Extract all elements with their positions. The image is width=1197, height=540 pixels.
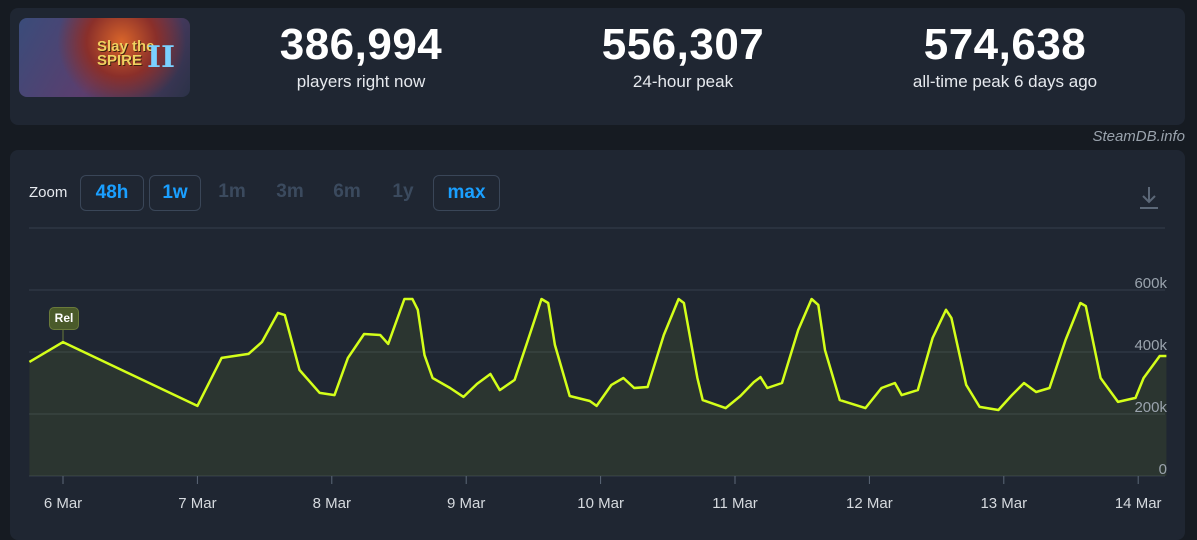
y-tick-label: 0 [1158,461,1167,478]
players-line [28,297,1167,412]
game-logo: Slay the SPIRE [97,38,155,69]
zoom-6m-button[interactable]: 6m [333,181,361,202]
chart-card [10,150,1185,540]
x-tick-label: 7 Mar [178,495,217,512]
logo-line2: SPIRE [97,52,143,69]
zoom-1y-button[interactable]: 1y [392,181,414,202]
y-tick-label: 400k [1134,337,1167,354]
stat-current: 386,994 players right now [221,22,501,92]
stats-card [10,8,1185,125]
x-tick-label: 14 Mar [1114,495,1162,512]
x-tick-label: 10 Mar [577,495,624,512]
stat-value: 574,638 [923,20,1087,69]
y-tick-label: 200k [1134,399,1167,416]
y-tick-label: 600k [1134,275,1167,292]
download-icon[interactable] [1138,185,1160,211]
zoom-1w-button[interactable]: 1w [149,175,201,211]
zoom-48h-button[interactable]: 48h [80,175,144,211]
release-annotation[interactable]: Rel [49,307,79,330]
stat-value: 386,994 [279,20,443,69]
logo-numeral: II [147,40,176,75]
stat-label: 24-hour peak [632,72,734,91]
game-cover-image[interactable]: Slay the SPIRE II [19,18,190,97]
zoom-3m-button[interactable]: 3m [276,181,304,202]
zoom-label: Zoom [29,184,68,201]
x-tick-label: 8 Mar [312,495,351,512]
chart-area-fill [29,299,1167,476]
zoom-max-button[interactable]: max [433,175,500,211]
x-tick-label: 12 Mar [846,495,893,512]
stat-label: all-time peak 6 days ago [912,72,1098,91]
x-tick-label: 9 Mar [447,495,486,512]
x-tick-label: 6 Mar [43,495,83,512]
zoom-1m-button[interactable]: 1m [218,181,246,202]
x-tick-label: 11 Mar [712,495,758,512]
logo-line1: Slay the [97,38,155,55]
x-tick-label: 13 Mar [980,495,1028,512]
player-count-chart [28,227,1167,484]
stat-value: 556,307 [601,20,765,69]
stat-24h-peak: 556,307 24-hour peak [543,22,823,92]
stat-all-time-peak: 574,638 all-time peak 6 days ago [865,22,1145,92]
steamdb-credit[interactable]: SteamDB.info [1092,128,1185,145]
stat-label: players right now [296,72,426,91]
